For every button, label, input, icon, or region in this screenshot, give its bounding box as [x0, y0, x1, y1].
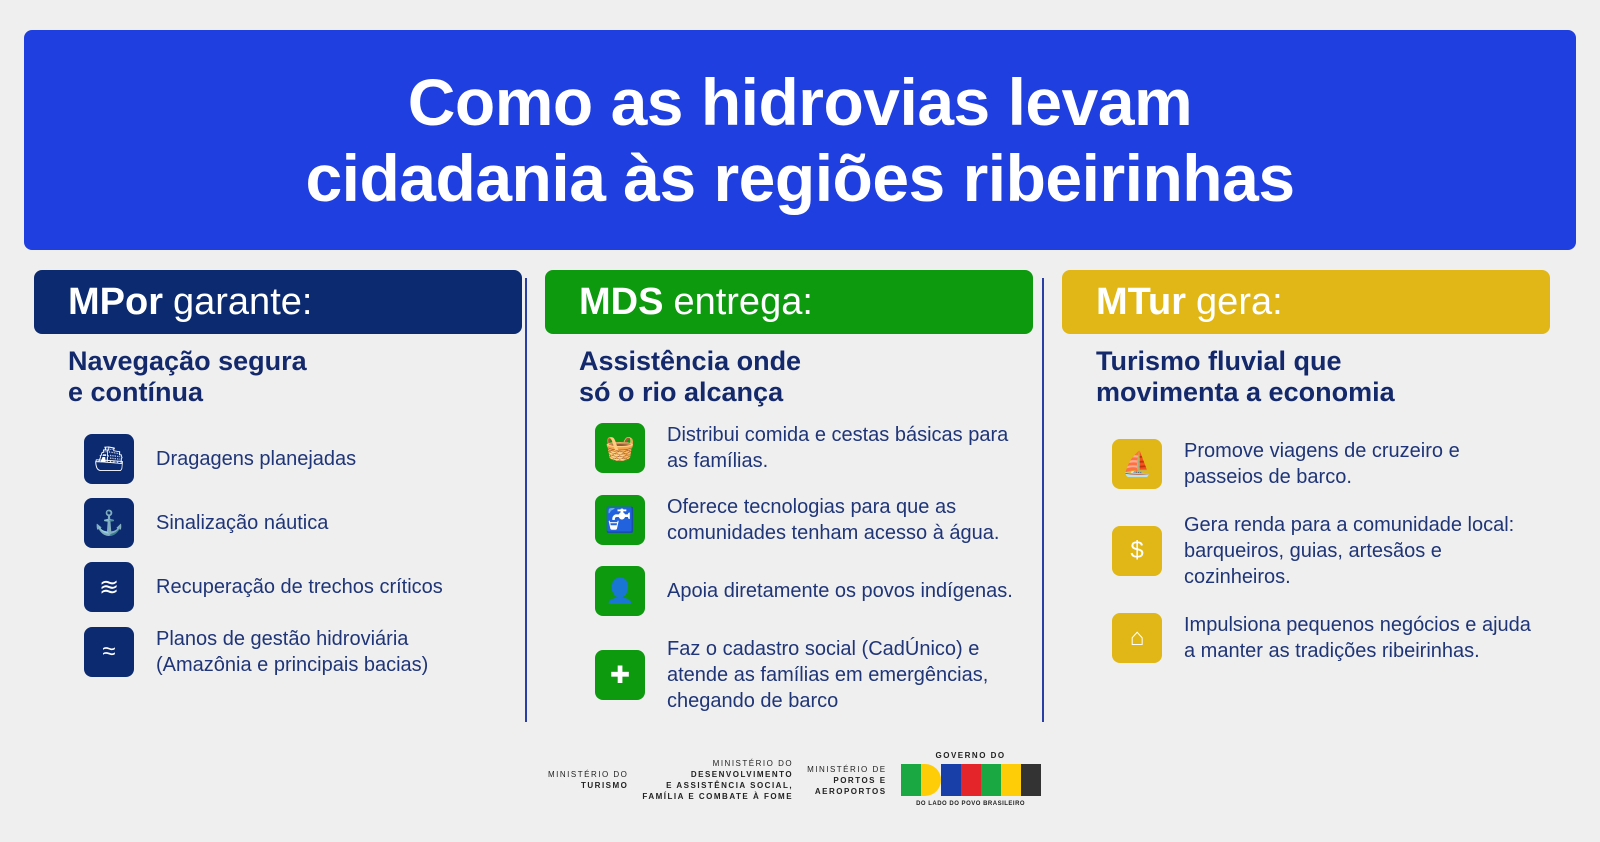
subtitle-line: Assistência onde [579, 346, 802, 376]
item-text: Apoia diretamente os povos indígenas. [667, 580, 1013, 602]
item-text: Gera renda para a comunidade local: barq… [1184, 514, 1515, 588]
column-header: MTur gera: [1062, 270, 1550, 334]
list-item: ⚓ Sinalização náutica [84, 498, 522, 548]
brasil-logo-blocks [900, 764, 1041, 796]
page-title: Como as hidrovias levam cidadania às regi… [305, 64, 1295, 216]
logo-text: DO LADO DO POVO BRASILEIRO [916, 801, 1026, 807]
column-mtur: MTur gera: Turismo fluvial que movimenta a … [1062, 270, 1550, 686]
subtitle-line: Turismo fluvial que [1096, 346, 1342, 376]
indigenous-person-icon: 👤 [595, 566, 645, 616]
title-line-1: Como as hidrovias levam [407, 65, 1193, 139]
org-name: MPor [68, 280, 163, 323]
org-verb: entrega: [673, 280, 813, 323]
item-text: Recuperação de trechos críticos [156, 576, 443, 598]
org-verb: gera: [1196, 280, 1283, 323]
subtitle-line: só o rio alcança [579, 377, 784, 407]
water-waves-icon: ≈ [84, 627, 134, 677]
logo-ministerio-turismo: MINISTÉRIO DO TURISMO [548, 769, 628, 791]
item-text: Oferece tecnologias para que as comunida… [667, 496, 1000, 544]
column-subtitle: Turismo fluvial que movimenta a economia [1096, 346, 1550, 408]
column-divider [525, 278, 527, 722]
item-text: Faz o cadastro social (CadÚnico) e atend… [667, 638, 989, 712]
column-subtitle: Assistência onde só o rio alcança [579, 346, 1033, 408]
column-mds: MDS entrega: Assistência onde só o rio alca… [545, 270, 1033, 734]
column-divider [1042, 278, 1044, 722]
ship-icon: ⛴ [84, 434, 134, 484]
title-banner: Como as hidrovias levam cidadania às regi… [24, 30, 1576, 250]
subtitle-line: Navegação segura [68, 346, 307, 376]
small-business-icon: ⌂ [1112, 613, 1162, 663]
logo-text: DESENVOLVIMENTO [690, 770, 794, 779]
list-item: ⌂ Impulsiona pequenos negócios e ajuda a … [1112, 612, 1550, 664]
title-line-2: cidadania às regiões ribeirinhas [305, 141, 1295, 215]
list-item: ✚ Faz o cadastro social (CadÚnico) e aten… [595, 636, 1033, 714]
org-verb: garante: [173, 280, 313, 323]
footer-logos: MINISTÉRIO DO TURISMO MINISTÉRIO DO DESENV… [548, 750, 1041, 810]
subtitle-line: movimenta a economia [1096, 377, 1395, 407]
food-basket-icon: 🧺 [595, 423, 645, 473]
water-tap-icon: 🚰 [595, 495, 645, 545]
list-item: 🚰 Oferece tecnologias para que as comunid… [595, 494, 1033, 546]
item-text: Planos de gestão hidroviária (Amazônia e… [156, 628, 429, 676]
list-item: ≋ Recuperação de trechos críticos [84, 562, 522, 612]
cruise-icon: ⛵ [1112, 439, 1162, 489]
logo-text: FAMÍLIA E COMBATE À FOME [642, 792, 794, 801]
logo-text: PORTOS E [833, 775, 887, 785]
logo-text: MINISTÉRIO DO [712, 759, 794, 768]
list-item: 🧺 Distribui comida e cestas básicas para … [595, 422, 1033, 474]
list-item: ≈ Planos de gestão hidroviária (Amazônia … [84, 626, 522, 678]
logo-text: GOVERNO DO [935, 751, 1006, 760]
wave-recovery-icon: ≋ [84, 562, 134, 612]
money-hand-icon: $ [1112, 526, 1162, 576]
logo-mpor: MINISTÉRIO DE PORTOS E AEROPORTOS [807, 764, 887, 797]
logo-text: E ASSISTÊNCIA SOCIAL, [666, 781, 794, 790]
list-item: ⛴ Dragagens planejadas [84, 434, 522, 484]
org-name: MDS [579, 280, 664, 323]
column-subtitle: Navegação segura e contínua [68, 346, 522, 408]
item-text: Impulsiona pequenos negócios e ajuda a m… [1184, 614, 1531, 662]
list-item: $ Gera renda para a comunidade local: bar… [1112, 512, 1550, 590]
logo-text: AEROPORTOS [814, 786, 887, 796]
item-text: Sinalização náutica [156, 512, 329, 534]
list-item: ⛵ Promove viagens de cruzeiro e passeios … [1112, 438, 1550, 490]
column-header: MPor garante: [34, 270, 522, 334]
logo-governo-brasil: GOVERNO DO DO LADO DO POVO BRASILEIRO [900, 750, 1041, 810]
buoy-boat-icon: ⚓ [84, 498, 134, 548]
logo-text: MINISTÉRIO DE [807, 764, 887, 774]
logo-mds: MINISTÉRIO DO DESENVOLVIMENTO E ASSISTÊNCI… [642, 758, 793, 802]
item-text: Promove viagens de cruzeiro e passeios d… [1184, 440, 1460, 488]
list-item: 👤 Apoia diretamente os povos indígenas. [595, 566, 1033, 616]
column-mpor: MPor garante: Navegação segura e contínua ⛴ D… [34, 270, 522, 692]
org-name: MTur [1096, 280, 1187, 323]
column-header: MDS entrega: [545, 270, 1033, 334]
logo-text: MINISTÉRIO DO [548, 770, 629, 779]
subtitle-line: e contínua [68, 377, 204, 407]
item-text: Dragagens planejadas [156, 448, 357, 470]
item-text: Distribui comida e cestas básicas para a… [667, 424, 1009, 472]
medical-kit-icon: ✚ [595, 650, 645, 700]
logo-text: TURISMO [581, 781, 629, 790]
